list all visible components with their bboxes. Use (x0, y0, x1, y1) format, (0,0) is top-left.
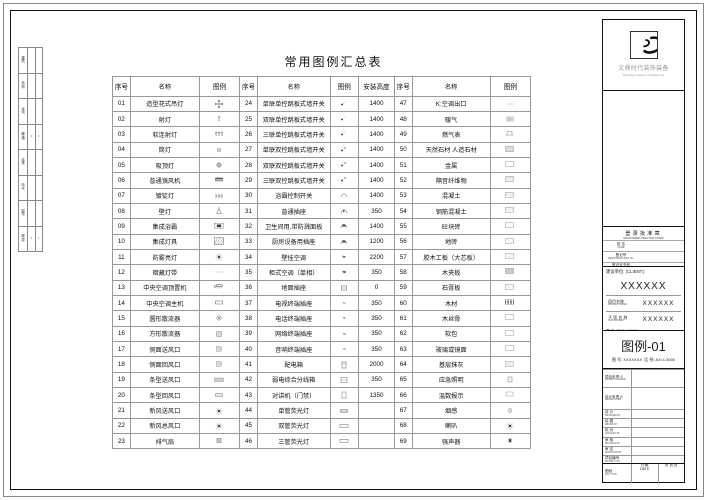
svg-text:YX: YX (343, 348, 347, 351)
svg-text:TD: TD (343, 271, 347, 274)
svg-text:TD: TD (343, 333, 347, 336)
svg-text:KG: KG (343, 241, 347, 243)
svg-text:F: F (344, 210, 346, 213)
svg-text:KG: KG (343, 226, 347, 228)
svg-text:TY: TY (343, 256, 347, 259)
svg-text:TV: TV (343, 302, 347, 305)
svg-text:TP: TP (343, 317, 347, 320)
